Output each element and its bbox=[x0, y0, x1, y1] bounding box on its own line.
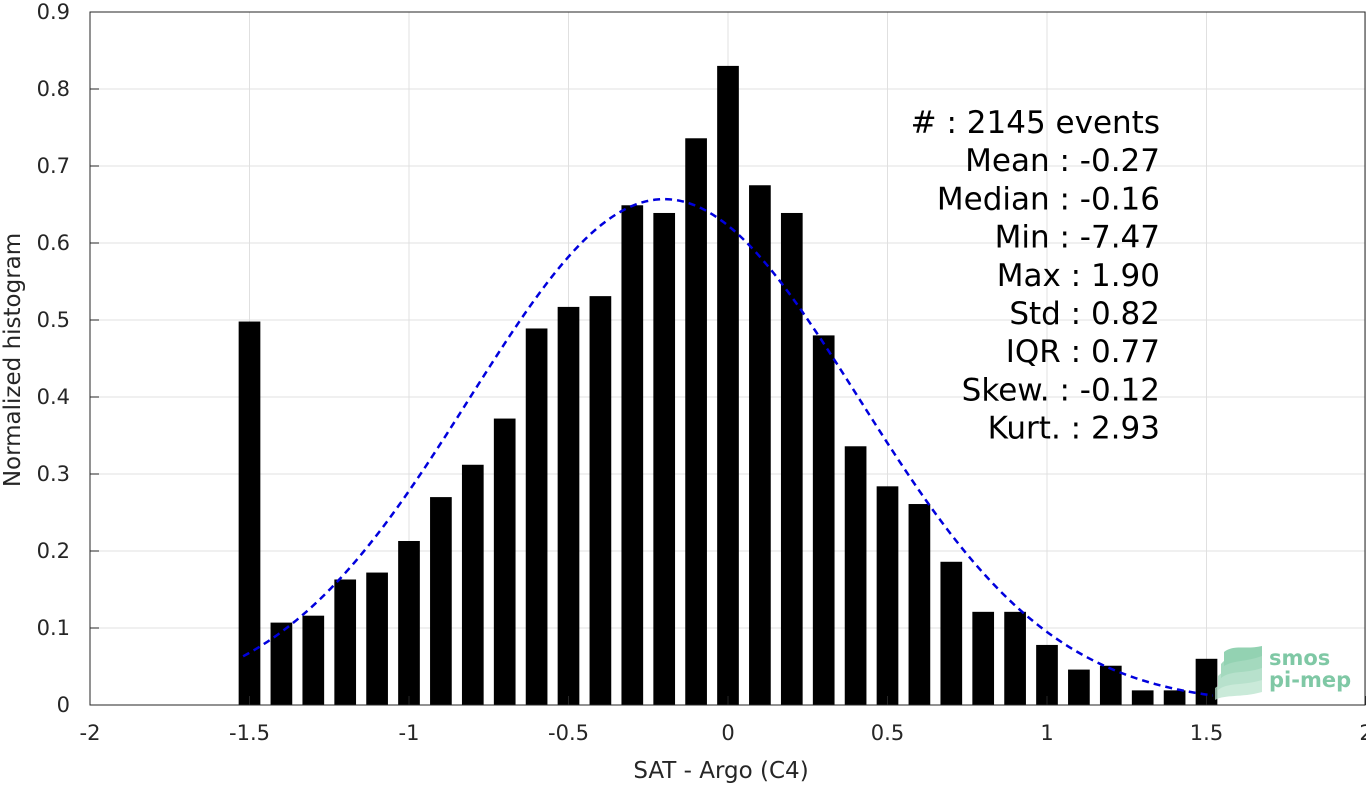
x-tick-label: 2 bbox=[1359, 721, 1366, 745]
histogram-bar bbox=[717, 65, 739, 705]
y-tick-label: 0.4 bbox=[37, 385, 70, 409]
histogram-bar bbox=[621, 205, 644, 705]
histogram-bar bbox=[653, 212, 676, 705]
stat-line: # : 2145 events bbox=[911, 105, 1160, 141]
x-tick-label: 1 bbox=[1040, 721, 1053, 745]
histogram-bar bbox=[1163, 690, 1186, 705]
x-axis-label: SAT - Argo (C4) bbox=[633, 758, 808, 784]
stat-line: Max : 1.90 bbox=[997, 258, 1160, 294]
histogram-bar bbox=[334, 579, 357, 705]
histogram-bar bbox=[525, 328, 548, 705]
histogram-bar bbox=[1131, 690, 1154, 705]
histogram-bar bbox=[302, 615, 325, 705]
y-tick-label: 0.9 bbox=[37, 0, 70, 24]
x-tick-label: 0.5 bbox=[871, 721, 904, 745]
histogram-bar bbox=[685, 138, 707, 705]
x-tick-label: -2 bbox=[80, 721, 101, 745]
histogram-bar bbox=[270, 622, 293, 705]
y-axis-label: Normalized histogram bbox=[0, 233, 26, 487]
logo-waves-icon bbox=[1215, 646, 1262, 700]
histogram-bar bbox=[749, 185, 771, 705]
histogram-bar bbox=[557, 306, 580, 705]
y-tick-label: 0.3 bbox=[37, 462, 70, 486]
histogram-bar bbox=[780, 212, 803, 705]
histogram-bar bbox=[493, 418, 516, 705]
axis-ticks: -2 -1.5 -1 -0.5 0 0.5 1 1.5 2 0 0.1 0.2 0.3 0.4 0.5 0.6… bbox=[37, 0, 1366, 745]
stat-line: Min : -7.47 bbox=[995, 220, 1160, 256]
histogram-bar bbox=[430, 497, 452, 705]
x-tick-label: -0.5 bbox=[548, 721, 589, 745]
stat-line: Median : -0.16 bbox=[937, 181, 1160, 217]
histogram-bar bbox=[972, 611, 995, 705]
histogram-bar bbox=[812, 335, 835, 705]
y-tick-label: 0.5 bbox=[37, 308, 70, 332]
histogram-bar bbox=[589, 296, 612, 705]
normal-fit-curve bbox=[242, 197, 1214, 697]
y-tick-label: 0.6 bbox=[37, 231, 70, 255]
stat-line: Skew. : -0.12 bbox=[962, 372, 1160, 408]
stat-line: Std : 0.82 bbox=[1009, 296, 1160, 332]
x-tick-label: 1.5 bbox=[1190, 721, 1223, 745]
histogram-bar bbox=[908, 504, 931, 705]
histogram-bar bbox=[398, 540, 420, 705]
y-tick-label: 0.7 bbox=[37, 154, 70, 178]
smos-pimep-logo: smos pi-mep bbox=[1215, 646, 1351, 700]
x-tick-label: -1 bbox=[399, 721, 420, 745]
stat-line: IQR : 0.77 bbox=[1006, 334, 1160, 370]
y-tick-label: 0.1 bbox=[37, 616, 70, 640]
histogram-bar bbox=[876, 486, 899, 705]
histogram-bar bbox=[238, 321, 261, 705]
histogram-bar bbox=[1004, 611, 1026, 705]
logo-text-line1: smos bbox=[1269, 646, 1330, 670]
stat-line: Kurt. : 2.93 bbox=[988, 411, 1160, 447]
histogram-bar bbox=[1068, 669, 1090, 705]
histogram-bar bbox=[844, 446, 867, 705]
y-tick-label: 0.2 bbox=[37, 539, 70, 563]
y-tick-label: 0.8 bbox=[37, 77, 70, 101]
histogram-bar bbox=[366, 572, 388, 705]
stat-line: Mean : -0.27 bbox=[965, 143, 1160, 179]
x-tick-label: -1.5 bbox=[229, 721, 270, 745]
histogram-bars bbox=[238, 65, 1218, 705]
logo-text-line2: pi-mep bbox=[1269, 668, 1351, 692]
histogram-bar bbox=[461, 464, 484, 705]
histogram-bar bbox=[940, 561, 963, 705]
histogram-bar bbox=[1099, 665, 1122, 705]
histogram-bar bbox=[1036, 644, 1058, 705]
y-tick-label: 0 bbox=[57, 693, 70, 717]
x-tick-label: 0 bbox=[721, 721, 734, 745]
